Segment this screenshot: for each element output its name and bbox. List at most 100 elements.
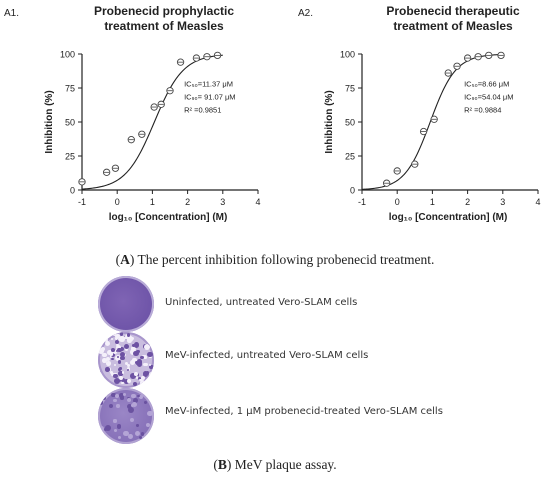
plaque-spot [119, 332, 124, 337]
plaque-spot [148, 378, 153, 382]
chart-a1-x-tick-label: 1 [150, 197, 155, 207]
plaque-spot [98, 375, 101, 379]
chart-a1-y-tick-label: 50 [65, 118, 75, 128]
caption-b-letter: B [217, 457, 227, 472]
plaque-spot [117, 424, 122, 429]
plaque-spot [130, 417, 135, 423]
chart-a1-y-tick-label: 100 [60, 50, 75, 60]
plaque-spot [121, 377, 126, 382]
plaque-spot [115, 393, 120, 398]
plaque-spot [135, 376, 139, 379]
chart-title-a1-line2: treatment of Measles [104, 19, 224, 33]
plaque-spot [115, 339, 120, 345]
chart-a2-y-tick-label: 0 [350, 186, 355, 196]
plaque-spot [113, 398, 117, 403]
chart-a2-y-tick-label: 25 [345, 152, 355, 162]
chart-title-a2-line1: Probenecid therapeutic [386, 4, 520, 18]
plaque-spot [119, 393, 124, 398]
plaque-spot [122, 336, 126, 340]
plaque-spot [114, 364, 117, 367]
plaque-spot [127, 434, 133, 440]
plaque-spot [127, 398, 132, 402]
plaque-spot [137, 362, 142, 367]
plaque-spot [149, 365, 154, 370]
well-infected-treated [98, 388, 154, 444]
chart-title-a2: Probenecid therapeutic treatment of Meas… [353, 4, 550, 34]
chart-a2-annotation-line: IC₅₀=8.66 μM [464, 80, 509, 89]
chart-a1-annotation-line: IC₅₀=11.37 μM [184, 80, 233, 89]
plaque-spot [132, 381, 137, 386]
plaque-spot [121, 371, 124, 374]
chart-a2-x-tick-label: 0 [395, 197, 400, 207]
plaque-spot [113, 428, 118, 433]
chart-a1-x-tick-label: -1 [78, 197, 86, 207]
chart-a2-x-tick-label: 2 [465, 197, 470, 207]
plaque-spot [113, 377, 120, 384]
plaque-spot [111, 352, 115, 357]
chart-title-a2-line2: treatment of Measles [393, 19, 513, 33]
chart-a1-annotation-line: IC₉₀= 91.07 μM [184, 93, 235, 102]
plaque-spot [98, 338, 104, 344]
plaque-spot [105, 425, 111, 431]
plaque-spot [127, 368, 130, 371]
plaque-spot [117, 360, 122, 364]
chart-a1-y-tick-label: 75 [65, 84, 75, 94]
plaque-spot [119, 336, 125, 342]
chart-a1-y-axis-label: Inhibition (%) [44, 90, 55, 153]
plaque-spot [134, 371, 139, 376]
plaque-spot [131, 404, 134, 407]
plaque-spot [143, 336, 147, 339]
chart-a2-x-tick-label: 1 [430, 197, 435, 207]
plaque-spot [118, 435, 122, 439]
plaque-spot [129, 349, 136, 356]
plaque-spot [98, 425, 105, 432]
plaque-spot [117, 347, 122, 353]
plaque-spot [118, 367, 122, 371]
plaque-spot [135, 431, 141, 437]
plaque-spot [127, 363, 131, 367]
plaque-spot [98, 432, 105, 439]
panel-label-a2: A2. [298, 8, 314, 19]
plaque-spot [123, 353, 127, 357]
plaque-spot [147, 332, 151, 336]
plaque-spot [132, 357, 137, 362]
chart-a2-y-tick-label: 100 [340, 50, 355, 60]
chart-title-a1: Probenecid prophylactic treatment of Mea… [64, 4, 264, 34]
plaque-spot [106, 361, 111, 366]
plaque-spot [129, 360, 136, 366]
plaque-spot [138, 435, 143, 440]
plaque-spot [98, 348, 104, 355]
chart-a2-annotation-line: R² =0.9884 [464, 106, 501, 115]
chart-a2-y-tick-label: 75 [345, 84, 355, 94]
chart-a2-x-tick-label: -1 [358, 197, 366, 207]
plaque-spot [105, 339, 108, 342]
plaque-spot [149, 371, 154, 377]
plaque-spot [120, 395, 125, 400]
plaque-spot [123, 379, 129, 384]
plaque-spot [105, 340, 111, 346]
plaque-spot [102, 359, 107, 363]
plaque-spot [131, 393, 137, 399]
chart-a2-x-tick-label: 4 [535, 197, 540, 207]
plaque-spot [108, 403, 114, 409]
plaque-spot [131, 345, 137, 351]
plaque-spot [132, 397, 138, 403]
plaque-spot [126, 378, 131, 383]
plaque-spot [132, 350, 139, 357]
plaque-spot [113, 374, 118, 379]
plaque-spot [111, 357, 114, 361]
well-label-infected-treated: MeV-infected, 1 μM probenecid-treated Ve… [165, 406, 443, 417]
plaque-spot [122, 430, 129, 437]
plaque-spot [139, 378, 142, 382]
plaque-spot [114, 333, 120, 339]
plaque-spot [130, 336, 135, 341]
plaque-spot [111, 372, 115, 377]
plaque-spot [142, 354, 147, 359]
chart-a2-y-axis-label: Inhibition (%) [324, 90, 335, 153]
plaque-spot [134, 342, 140, 348]
well-label-uninfected: Uninfected, untreated Vero-SLAM cells [165, 297, 358, 308]
plaque-spot [98, 332, 103, 338]
plaque-spot [125, 361, 129, 365]
plaque-spot [137, 394, 140, 397]
